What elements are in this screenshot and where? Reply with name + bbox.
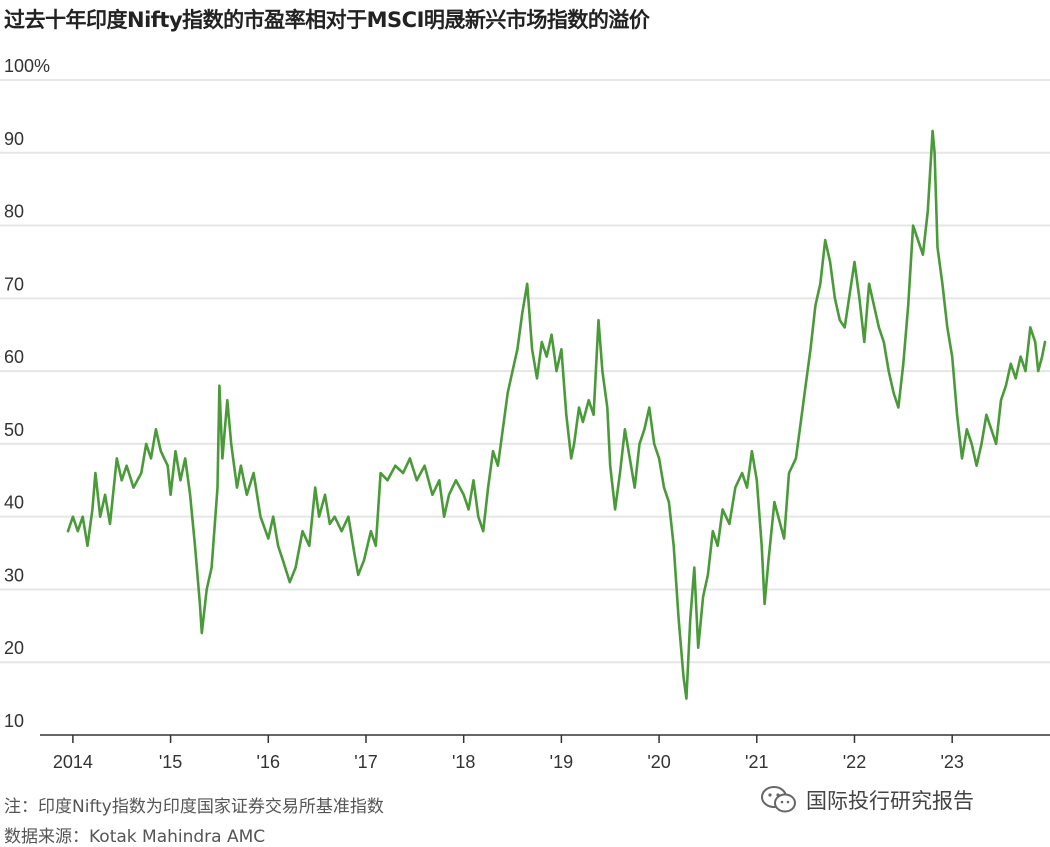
x-tick-label: '22 <box>843 752 866 772</box>
watermark-text: 国际投行研究报告 <box>806 789 974 813</box>
y-tick-labels: 100% 90 80 70 60 50 40 30 20 10 <box>4 56 50 731</box>
x-tick-label: '23 <box>940 752 963 772</box>
x-tick-label: '19 <box>550 752 573 772</box>
y-tick-label: 10 <box>4 711 24 731</box>
y-tick-label: 60 <box>4 347 24 367</box>
watermark: 国际投行研究报告 <box>760 785 974 815</box>
x-tick-labels: 2014 '15 '16 '17 '18 '19 '20 '21 '22 '23 <box>53 752 964 772</box>
x-tick-label: '15 <box>159 752 182 772</box>
x-tick-label: '20 <box>647 752 670 772</box>
x-tick-label: '16 <box>257 752 280 772</box>
line-chart: 100% 90 80 70 60 50 40 30 20 10 2014 '15 '16 '17 '18 '… <box>0 56 1050 772</box>
y-tick-label: 20 <box>4 638 24 658</box>
y-tick-label: 80 <box>4 202 24 222</box>
series-line <box>66 129 1047 700</box>
x-tick-label: 2014 <box>53 752 93 772</box>
source-note: 数据来源：Kotak Mahindra AMC <box>4 827 266 847</box>
y-tick-label: 40 <box>4 493 24 513</box>
y-tick-label: 30 <box>4 565 24 585</box>
x-tick-label: '17 <box>354 752 377 772</box>
x-tick-label: '21 <box>745 752 768 772</box>
wechat-icon <box>761 786 796 813</box>
y-tick-label: 70 <box>4 274 24 294</box>
series-lines <box>66 129 1047 700</box>
grid-lines <box>0 79 1050 664</box>
x-axis <box>40 734 1050 743</box>
y-tick-label: 100% <box>4 56 50 76</box>
footnote: 注：印度Nifty指数为印度国家证券交易所基准指数 <box>4 797 384 817</box>
chart-title: 过去十年印度Nifty指数的市盈率相对于MSCI明晟新兴市场指数的溢价 <box>4 8 650 32</box>
y-tick-label: 50 <box>4 420 24 440</box>
x-tick-label: '18 <box>452 752 475 772</box>
y-tick-label: 90 <box>4 129 24 149</box>
